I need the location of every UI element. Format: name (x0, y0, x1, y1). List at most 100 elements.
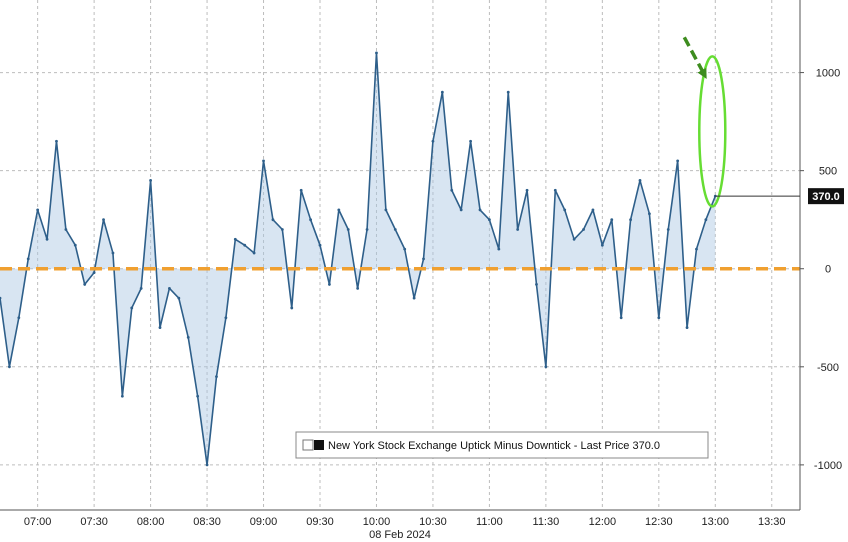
data-point (553, 188, 557, 192)
data-point (488, 218, 491, 222)
data-point (365, 228, 369, 231)
data-point (224, 316, 228, 320)
series-area (0, 52, 716, 465)
data-point (8, 365, 11, 369)
data-point (600, 243, 604, 247)
data-point (243, 243, 247, 247)
x-tick-label: 08:00 (137, 516, 165, 528)
data-point (619, 316, 623, 320)
data-point (440, 90, 444, 94)
data-point (346, 228, 350, 231)
highlight-ellipse (698, 55, 727, 208)
data-point (233, 237, 237, 241)
data-point (130, 306, 134, 310)
y-tick-label: 1000 (816, 68, 840, 80)
y-tick-label: 0 (825, 264, 831, 276)
date-label: 08 Feb 2024 (369, 529, 431, 541)
data-point (309, 218, 312, 222)
data-point (648, 212, 651, 216)
y-tick-label: -1000 (814, 460, 842, 472)
data-point (45, 237, 49, 241)
data-point (582, 228, 585, 231)
data-point (64, 228, 68, 231)
data-point (506, 90, 510, 94)
x-tick-label: 12:00 (589, 516, 617, 528)
data-point (459, 208, 463, 212)
data-point (120, 394, 124, 398)
y-tick-label: -500 (817, 362, 839, 374)
x-tick-label: 13:30 (758, 516, 786, 528)
data-point (657, 316, 661, 320)
x-tick-label: 08:30 (193, 516, 221, 528)
annotation-layer (682, 36, 800, 208)
data-point (55, 139, 58, 143)
data-point (375, 51, 378, 55)
annotation-arrow (682, 36, 707, 79)
data-point (638, 179, 642, 182)
data-point (497, 247, 501, 251)
last-price-box (808, 188, 844, 205)
data-point (544, 365, 548, 369)
x-tick-label: 11:30 (533, 516, 560, 528)
data-point (186, 335, 190, 339)
x-tick-label: 10:00 (363, 516, 391, 528)
y-tick-label: 500 (819, 166, 837, 178)
data-point (26, 257, 30, 261)
data-point (666, 228, 670, 231)
data-point (111, 251, 115, 255)
data-point (337, 208, 341, 212)
x-tick-label: 07:00 (24, 516, 52, 528)
data-point (215, 375, 218, 379)
data-point (271, 218, 275, 222)
axis-layer: 07:00 07:30 08:00 08:30 09:00 09:30 10:00 10:30… (0, 0, 842, 528)
data-point (73, 243, 77, 247)
data-point (629, 218, 632, 222)
data-point (168, 286, 171, 290)
data-point (262, 159, 265, 163)
data-point (450, 188, 454, 192)
data-point (384, 208, 388, 212)
data-point (280, 228, 284, 231)
data-point (572, 237, 576, 241)
data-point (102, 218, 105, 222)
data-point (318, 243, 322, 247)
data-point (676, 159, 680, 163)
data-point (431, 139, 435, 143)
data-point (205, 463, 209, 467)
data-point (591, 208, 595, 212)
x-tick-label: 13:00 (702, 516, 730, 528)
x-tick-label: 11:00 (476, 516, 503, 528)
data-point (17, 316, 21, 320)
data-point (412, 296, 416, 300)
data-point (713, 194, 717, 198)
series-layer (0, 51, 717, 467)
data-point (149, 179, 152, 182)
data-point (139, 286, 143, 290)
data-point (356, 286, 360, 290)
x-tick-label: 09:00 (250, 516, 278, 528)
legend-swatch-outline (302, 439, 314, 451)
data-point (525, 188, 529, 192)
legend-box (295, 431, 709, 459)
legend-text: New York Stock Exchange Uptick Minus Dow… (328, 440, 660, 452)
data-point (403, 247, 407, 251)
data-point (422, 257, 425, 261)
data-point (0, 296, 2, 300)
data-point (328, 283, 331, 286)
data-point (469, 139, 472, 143)
data-point (535, 283, 538, 286)
data-point (158, 326, 162, 329)
data-point (36, 208, 40, 212)
x-tick-label: 07:30 (80, 516, 108, 528)
data-point (478, 208, 482, 212)
data-point (393, 228, 397, 231)
data-point (695, 247, 698, 251)
data-point (177, 296, 181, 300)
last-price-label: 370.0 (808, 188, 844, 205)
legend: New York Stock Exchange Uptick Minus Dow… (295, 431, 709, 459)
x-tick-label: 12:30 (645, 516, 673, 528)
x-tick-label: 09:30 (306, 516, 334, 528)
data-point (563, 208, 567, 212)
